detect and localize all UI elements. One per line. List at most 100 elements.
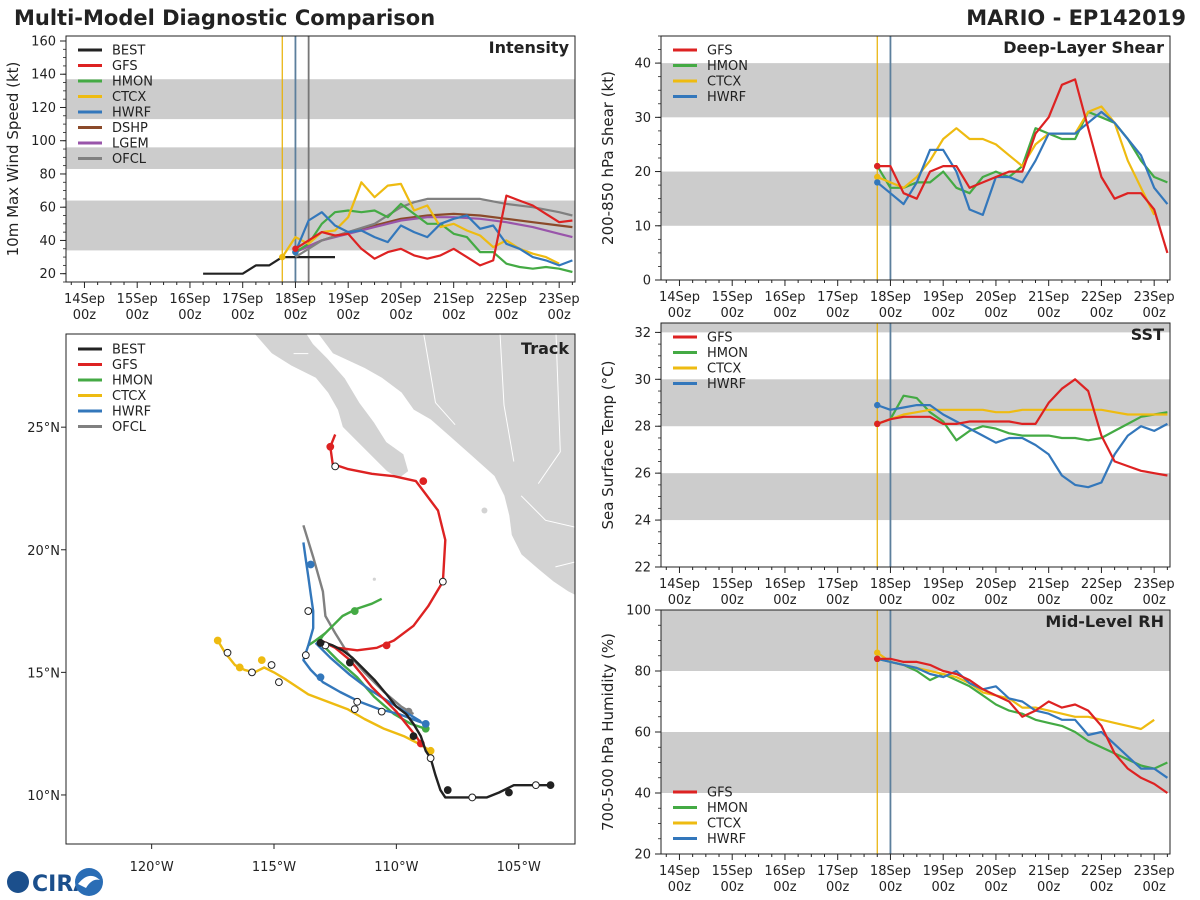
sst-series-gfs bbox=[876, 378, 1168, 477]
intensity-xtick-sub: 00z bbox=[73, 308, 97, 323]
track-panel: 120°W 115°W 110°W 105°W 10°N 15°N 20°N 25°N Trac… bbox=[27, 333, 576, 875]
track-legend-label-gfs: GFS bbox=[112, 358, 138, 373]
rh-ytick-label: 20 bbox=[634, 848, 651, 863]
shear-xtick-label: 16Sep bbox=[764, 290, 805, 305]
shear-start-point-hwrf bbox=[874, 179, 881, 186]
track-xtick-label: 120°W bbox=[130, 860, 174, 875]
intensity-xtick-label: 17Sep bbox=[222, 292, 263, 307]
rh-xtick-label: 18Sep bbox=[870, 864, 911, 879]
intensity-xtick-label: 19Sep bbox=[328, 292, 369, 307]
track-best bbox=[319, 639, 551, 799]
track-land bbox=[253, 334, 575, 596]
track-point-hwrf bbox=[353, 697, 362, 706]
sst-xtick-sub: 00z bbox=[721, 593, 745, 608]
track-point-hwrf bbox=[301, 651, 310, 660]
intensity-panel: 14Sep00z15Sep00z16Sep00z17Sep00z18Sep00z… bbox=[4, 34, 580, 323]
intensity-series-ctcx bbox=[281, 181, 560, 265]
rh-legend-label-ctcx: CTCX bbox=[707, 817, 741, 832]
track-xtick-label: 115°W bbox=[252, 860, 296, 875]
shear-legend-label-ctcx: CTCX bbox=[707, 75, 741, 90]
rh-xtick-label: 21Sep bbox=[1028, 864, 1069, 879]
sst-xtick-sub: 00z bbox=[984, 593, 1008, 608]
intensity-ytick-label: 160 bbox=[31, 34, 56, 49]
shear-xtick-label: 17Sep bbox=[817, 290, 858, 305]
sst-xtick-sub: 00z bbox=[773, 593, 797, 608]
track-point-hwrf bbox=[304, 607, 313, 615]
intensity-ytick-label: 60 bbox=[39, 201, 56, 216]
sst-series-ctcx bbox=[876, 408, 1168, 425]
sst-legend-label-ctcx: CTCX bbox=[707, 362, 741, 377]
sst-ylabel: Sea Surface Temp (°C) bbox=[599, 360, 617, 529]
intensity-series-hmon bbox=[294, 202, 573, 274]
intensity-ytick-label: 40 bbox=[39, 234, 56, 249]
sst-xtick-sub: 00z bbox=[668, 593, 692, 608]
intensity-xtick-sub: 00z bbox=[126, 308, 150, 323]
shear-panel: 14Sep00z15Sep00z16Sep00z17Sep00z18Sep00z… bbox=[599, 35, 1175, 321]
track-point-ctcx bbox=[426, 746, 435, 755]
track-point-ctcx bbox=[248, 668, 256, 677]
rh-xtick-sub: 00z bbox=[879, 880, 903, 895]
track-point-best bbox=[377, 707, 386, 716]
sst-legend-label-hmon: HMON bbox=[707, 346, 748, 361]
sst-xtick-label: 16Sep bbox=[764, 577, 805, 592]
sst-xtick-sub: 00z bbox=[1090, 593, 1114, 608]
shear-xtick-sub: 00z bbox=[773, 306, 797, 321]
track-ofcl bbox=[302, 524, 415, 716]
shear-xtick-sub: 00z bbox=[1142, 306, 1166, 321]
track-point-best bbox=[345, 658, 354, 667]
shear-xtick-label: 18Sep bbox=[870, 290, 911, 305]
sst-legend-label-hwrf: HWRF bbox=[707, 377, 746, 392]
storm-id-title: MARIO - EP142019 bbox=[966, 6, 1186, 30]
sst-ytick-label: 26 bbox=[634, 467, 651, 482]
intensity-ylabel: 10m Max Wind Speed (kt) bbox=[4, 62, 22, 257]
shear-start-point-ctcx bbox=[874, 173, 881, 181]
rh-ytick-label: 60 bbox=[634, 726, 651, 741]
shear-xtick-label: 19Sep bbox=[923, 290, 964, 305]
sst-start-point-gfs bbox=[874, 420, 881, 428]
track-legend-label-ctcx: CTCX bbox=[112, 389, 146, 404]
track-point-gfs bbox=[419, 477, 428, 486]
rh-xtick-sub: 00z bbox=[721, 880, 745, 895]
sst-ytick-label: 28 bbox=[634, 420, 651, 435]
intensity-xtick-label: 16Sep bbox=[169, 292, 210, 307]
landmass-mainland bbox=[317, 334, 575, 596]
shear-ytick-label: 0 bbox=[643, 274, 651, 289]
shear-xtick-sub: 00z bbox=[984, 306, 1008, 321]
sst-plot-area bbox=[661, 323, 1170, 567]
sst-xtick-label: 23Sep bbox=[1134, 577, 1175, 592]
rh-xtick-label: 19Sep bbox=[923, 864, 964, 879]
track-point-hmon bbox=[350, 607, 359, 615]
sst-legend-label-gfs: GFS bbox=[707, 331, 733, 346]
sst-ytick-label: 30 bbox=[634, 373, 651, 388]
shear-ytick-label: 10 bbox=[634, 219, 651, 234]
shear-xtick-sub: 00z bbox=[879, 306, 903, 321]
shear-legend-label-hmon: HMON bbox=[707, 59, 748, 74]
rh-title: Mid-Level RH bbox=[1045, 612, 1164, 631]
track-point-best bbox=[531, 781, 540, 790]
track-xtick-label: 105°W bbox=[497, 860, 541, 875]
shear-frame bbox=[660, 35, 1171, 281]
shear-series-hwrf bbox=[876, 110, 1169, 216]
track-lines bbox=[213, 434, 555, 802]
intensity-legend-label-best: BEST bbox=[112, 44, 145, 59]
track-point-ctcx bbox=[213, 636, 222, 645]
rh-xtick-label: 16Sep bbox=[764, 864, 805, 879]
intensity-xtick-sub: 00z bbox=[231, 308, 255, 323]
sst-series-hwrf bbox=[876, 404, 1168, 489]
track-gfs-b bbox=[319, 639, 422, 745]
intensity-frame bbox=[65, 35, 576, 283]
intensity-xtick-label: 22Sep bbox=[486, 292, 527, 307]
intensity-band-1 bbox=[66, 147, 575, 169]
intensity-legend-label-hmon: HMON bbox=[112, 75, 153, 90]
track-point-gfs bbox=[382, 641, 391, 650]
intensity-legend-label-ctcx: CTCX bbox=[112, 90, 146, 105]
track-point-gfs bbox=[331, 462, 340, 471]
rh-xtick-sub: 00z bbox=[932, 880, 956, 895]
track-point-ctcx bbox=[350, 705, 359, 714]
track-point-ctcx bbox=[223, 648, 232, 657]
intensity-xtick-sub: 00z bbox=[389, 308, 413, 323]
intensity-start-point-ctcx bbox=[279, 253, 286, 261]
track-title: Track bbox=[521, 339, 569, 358]
state-border-3 bbox=[520, 495, 575, 528]
track-legend-label-hwrf: HWRF bbox=[112, 405, 151, 420]
